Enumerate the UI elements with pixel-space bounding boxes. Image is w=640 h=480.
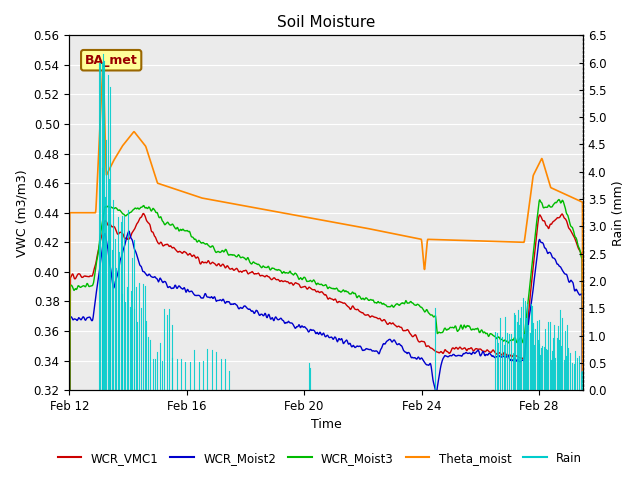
Title: Soil Moisture: Soil Moisture xyxy=(277,15,376,30)
Legend: WCR_VMC1, WCR_Moist2, WCR_Moist3, Theta_moist, Rain: WCR_VMC1, WCR_Moist2, WCR_Moist3, Theta_… xyxy=(53,447,587,469)
X-axis label: Time: Time xyxy=(311,419,342,432)
Y-axis label: Rain (mm): Rain (mm) xyxy=(612,180,625,246)
Y-axis label: VWC (m3/m3): VWC (m3/m3) xyxy=(15,169,28,256)
Text: BA_met: BA_met xyxy=(85,54,138,67)
